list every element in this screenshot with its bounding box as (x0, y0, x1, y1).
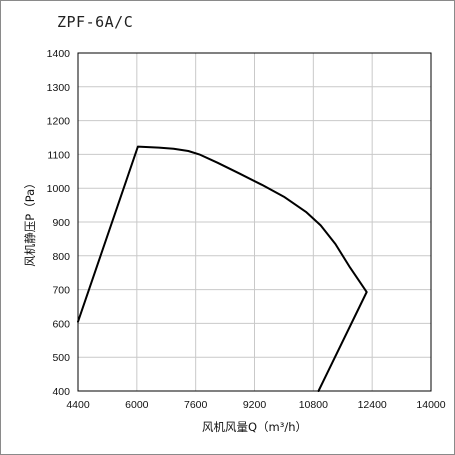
x-tick-label: 10800 (299, 399, 328, 411)
x-tick-label: 6000 (125, 399, 149, 411)
grid (78, 53, 431, 391)
y-tick-label: 1300 (47, 82, 71, 94)
x-tick-label: 12400 (358, 399, 387, 411)
x-tick-labels: 4400 6000 7600 9200 10800 12400 14000 (66, 399, 445, 411)
x-axis-label: 风机风量Q（m³/h） (202, 420, 307, 434)
y-tick-label: 1400 (47, 48, 71, 60)
y-tick-label: 400 (52, 386, 70, 398)
x-tick-label: 14000 (416, 399, 445, 411)
x-tick-label: 9200 (243, 399, 267, 411)
series-line (77, 145, 368, 392)
series-group (77, 145, 368, 392)
y-tick-label: 1200 (47, 116, 71, 128)
chart-title: ZPF-6A/C (57, 13, 134, 31)
plot-area-border (77, 52, 432, 392)
x-tick-label: 4400 (66, 399, 90, 411)
y-tick-label: 900 (52, 217, 70, 229)
x-tick-label: 7600 (184, 399, 208, 411)
y-tick-label: 500 (52, 352, 70, 364)
y-tick-label: 1100 (47, 149, 70, 161)
y-tick-labels: 400 500 600 700 800 900 1000 1100 1200 1300 1400 (47, 48, 71, 398)
y-tick-label: 600 (52, 318, 70, 330)
y-axis-label: 风机静压P（Pa） (23, 177, 37, 266)
y-tick-label: 1000 (47, 183, 71, 195)
y-tick-label: 700 (52, 285, 70, 297)
y-tick-label: 800 (52, 251, 70, 263)
